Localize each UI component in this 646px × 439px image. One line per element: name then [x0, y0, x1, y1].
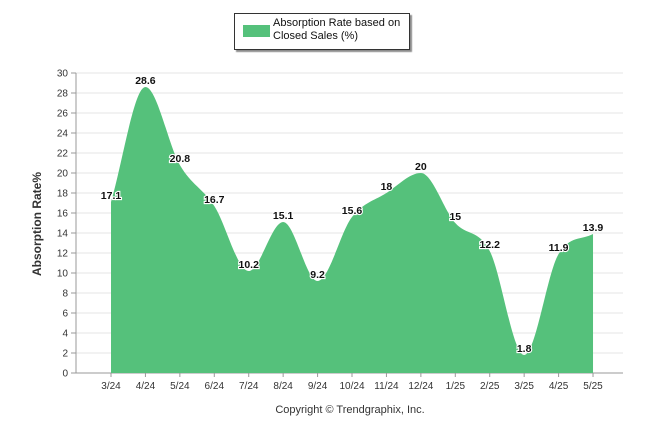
x-tick-label: 12/24: [408, 381, 433, 392]
data-label: 28.6: [135, 75, 156, 87]
y-tick-label: 16: [57, 209, 69, 220]
data-label: 12.2: [480, 239, 501, 251]
y-tick-label: 20: [57, 169, 69, 180]
y-tick-label: 10: [57, 269, 69, 280]
data-label: 11.9: [549, 242, 569, 254]
x-tick-label: 3/24: [101, 381, 121, 392]
y-tick-label: 12: [57, 249, 69, 260]
data-label: 15.6: [342, 205, 363, 217]
y-tick-label: 24: [57, 129, 69, 140]
y-tick-label: 2: [62, 349, 68, 360]
data-label: 15.1: [273, 210, 294, 222]
x-tick-label: 4/24: [136, 381, 156, 392]
data-label: 17.1: [101, 190, 122, 202]
series-area-fill: [111, 87, 594, 373]
chart-legend: Absorption Rate based on Closed Sales (%…: [234, 13, 410, 50]
x-tick-label: 5/24: [170, 381, 190, 392]
y-tick-label: 8: [62, 289, 68, 300]
x-tick-label: 7/24: [239, 381, 259, 392]
data-label: 10.2: [239, 259, 260, 271]
y-tick-label: 30: [57, 69, 69, 80]
y-tick-label: 14: [57, 229, 69, 240]
x-tick-label: 2/25: [480, 381, 500, 392]
x-tick-label: 5/25: [583, 381, 603, 392]
y-tick-label: 28: [57, 89, 69, 100]
y-tick-label: 18: [57, 189, 69, 200]
x-axis-ticks: 3/24 4/24 5/24 6/24 7/24 8/24 9/24 10/24 11/24 12…: [101, 373, 603, 392]
y-tick-label: 4: [62, 329, 68, 340]
x-tick-label: 1/25: [446, 381, 466, 392]
data-label: 20.8: [170, 153, 191, 165]
legend-label: Absorption Rate based on Closed Sales (%…: [273, 17, 401, 42]
series-area: [111, 87, 594, 373]
x-tick-label: 3/25: [514, 381, 534, 392]
y-tick-label: 0: [62, 369, 68, 380]
copyright-text: Copyright © Trendgraphix, Inc.: [275, 404, 424, 416]
x-tick-label: 9/24: [308, 381, 328, 392]
y-tick-label: 26: [57, 109, 69, 120]
data-label: 18: [381, 181, 393, 193]
y-axis-title: Absorption Rate%: [30, 172, 44, 276]
legend-swatch: [243, 25, 270, 37]
data-label: 20: [415, 161, 427, 173]
x-tick-label: 8/24: [273, 381, 293, 392]
data-label: 13.9: [583, 222, 604, 234]
data-label: 1.8: [517, 343, 532, 355]
data-label: 9.2: [310, 269, 325, 281]
x-tick-label: 4/25: [549, 381, 569, 392]
data-labels: 17.1 28.6 20.8 16.7 10.2 15.1 9.2 15.6 18 20 15 12.…: [100, 74, 605, 356]
y-tick-label: 6: [62, 309, 68, 320]
y-tick-label: 22: [57, 149, 69, 160]
x-tick-label: 11/24: [374, 381, 399, 392]
x-tick-label: 6/24: [205, 381, 225, 392]
data-label: 15: [449, 211, 461, 223]
data-label: 16.7: [204, 194, 225, 206]
x-tick-label: 10/24: [339, 381, 364, 392]
